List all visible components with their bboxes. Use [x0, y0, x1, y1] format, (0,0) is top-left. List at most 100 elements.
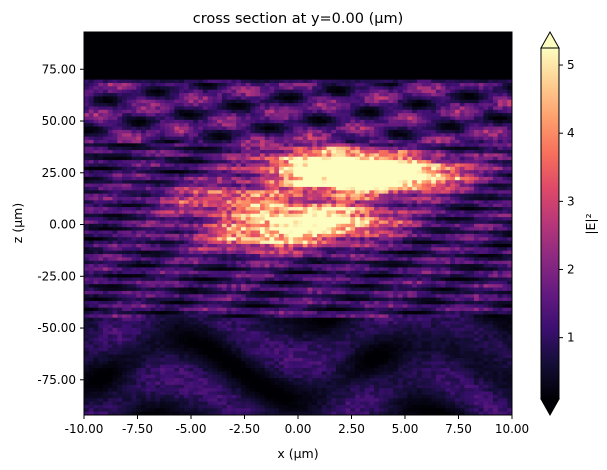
heatmap-cell [255, 113, 261, 118]
heatmap-cell [450, 163, 456, 168]
heatmap-cell [193, 197, 199, 201]
heatmap-cell [150, 82, 156, 87]
heatmap-cell [274, 99, 280, 104]
heatmap-cell [198, 126, 204, 131]
heatmap-cell [293, 113, 299, 118]
heatmap-cell [217, 210, 223, 215]
heatmap-cell [150, 176, 156, 181]
heatmap-cell [293, 116, 299, 121]
heatmap-cell [345, 166, 351, 171]
heatmap-cell [88, 197, 95, 201]
heatmap-cell [131, 200, 137, 205]
heatmap-cell [136, 119, 142, 124]
heatmap-cell [136, 136, 142, 141]
heatmap-cell [293, 233, 299, 238]
heatmap-cell [440, 119, 447, 124]
heatmap-cell [502, 220, 508, 225]
heatmap-cell [259, 79, 266, 84]
heatmap-cell [278, 213, 285, 218]
heatmap-cell [388, 240, 394, 245]
heatmap-cell [421, 247, 427, 252]
heatmap-cell [397, 143, 404, 148]
heatmap-cell [440, 260, 447, 265]
heatmap-cell [126, 217, 133, 222]
heatmap-cell [259, 180, 266, 185]
heatmap-cell [278, 203, 285, 208]
heatmap-cell [431, 116, 437, 121]
heatmap-cell [312, 170, 318, 175]
heatmap-cell [317, 237, 323, 242]
heatmap-cell [93, 213, 99, 218]
heatmap-cell [307, 89, 313, 94]
heatmap-cell [145, 260, 152, 265]
heatmap-cell [98, 213, 104, 218]
heatmap-cell [98, 260, 104, 265]
heatmap-cell [202, 126, 209, 131]
heatmap-cell [93, 103, 99, 108]
heatmap-cell [122, 139, 128, 144]
heatmap-cell [412, 230, 418, 235]
heatmap-cell [288, 254, 294, 258]
heatmap-cell [293, 203, 299, 208]
heatmap-cell [145, 106, 152, 111]
heatmap-cell [217, 264, 223, 269]
heatmap-cell [378, 193, 385, 198]
heatmap-cell [302, 173, 309, 178]
heatmap-cell [150, 79, 156, 84]
heatmap-cell [288, 250, 294, 255]
heatmap-cell [141, 153, 147, 158]
heatmap-cell [98, 227, 104, 232]
heatmap-cell [402, 230, 408, 235]
heatmap-cell [193, 166, 199, 171]
heatmap-cell [307, 143, 313, 148]
heatmap-cell [416, 166, 423, 171]
heatmap-cell [221, 113, 228, 118]
heatmap-cell [122, 119, 128, 124]
heatmap-cell [122, 156, 128, 161]
heatmap-cell [221, 82, 228, 87]
heatmap-cell [141, 193, 147, 198]
heatmap-cell [483, 247, 489, 252]
heatmap-cell [150, 207, 156, 212]
heatmap-cell [397, 79, 404, 84]
heatmap-cell [112, 237, 118, 242]
heatmap-cell [293, 139, 299, 144]
heatmap-cell [283, 79, 290, 84]
heatmap-cell [336, 173, 342, 178]
heatmap-cell [345, 227, 351, 232]
heatmap-cell [359, 197, 366, 201]
heatmap-cell [174, 160, 180, 165]
heatmap-cell [103, 254, 109, 258]
heatmap-cell [393, 146, 399, 151]
heatmap-cell [160, 123, 166, 128]
heatmap-cell [255, 166, 261, 171]
heatmap-cell [193, 136, 199, 141]
heatmap-cell [269, 93, 275, 97]
heatmap-cell [264, 227, 271, 232]
heatmap-cell [245, 240, 252, 245]
heatmap-cell [445, 230, 451, 235]
heatmap-cell [369, 176, 375, 181]
heatmap-cell [469, 103, 475, 108]
heatmap-cell [326, 109, 332, 114]
heatmap-cell [435, 146, 442, 151]
heatmap-cell [317, 183, 323, 188]
heatmap-cell [307, 156, 313, 161]
heatmap-cell [183, 254, 190, 258]
heatmap-cell [416, 210, 423, 215]
heatmap-cell [388, 150, 394, 154]
heatmap-cell [469, 106, 475, 111]
heatmap-cell [169, 237, 175, 242]
heatmap-cell [407, 170, 413, 175]
heatmap-cell [107, 103, 114, 108]
heatmap-cell [412, 82, 418, 87]
heatmap-cell [259, 193, 266, 198]
heatmap-cell [283, 123, 290, 128]
heatmap-cell [317, 136, 323, 141]
heatmap-cell [212, 119, 218, 124]
heatmap-cell [507, 183, 512, 188]
heatmap-cell [298, 126, 304, 131]
heatmap-cell [483, 99, 489, 104]
heatmap-cell [103, 146, 109, 151]
heatmap-cell [179, 143, 185, 148]
